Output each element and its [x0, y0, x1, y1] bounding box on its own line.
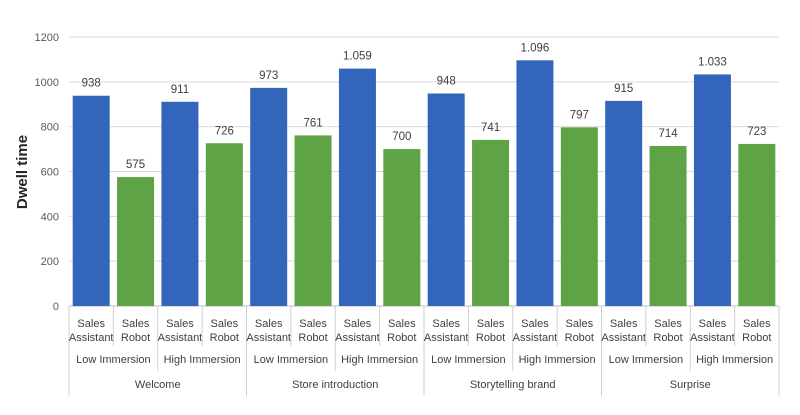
data-label: 973 [259, 70, 278, 82]
agent-label: Sales [432, 318, 460, 330]
agent-label: Assistant [69, 332, 114, 344]
immersion-label: Low Immersion [431, 354, 506, 366]
agent-label: Sales [166, 318, 194, 330]
data-label: 726 [215, 125, 234, 137]
bar-sales-assistant [338, 68, 376, 306]
bar-sales-robot [649, 145, 687, 306]
immersion-label: High Immersion [696, 354, 773, 366]
agent-label: Robot [565, 332, 594, 344]
data-label: 575 [126, 159, 145, 171]
y-axis-label: Dwell time [14, 135, 31, 209]
bar-sales-robot [472, 139, 510, 306]
agent-label: Sales [344, 318, 372, 330]
agent-label: Robot [476, 332, 505, 344]
bar-sales-robot [117, 177, 155, 306]
agent-label: Sales [743, 318, 771, 330]
bar-sales-robot [383, 149, 421, 306]
data-label: 1.033 [698, 56, 727, 68]
agent-label: Robot [210, 332, 239, 344]
y-tick-label: 600 [41, 167, 59, 179]
y-tick-label: 400 [41, 211, 59, 223]
agent-label: Sales [255, 318, 283, 330]
data-label: 797 [570, 109, 589, 121]
bar-sales-robot [294, 135, 332, 306]
scenario-label: Storytelling brand [470, 379, 556, 391]
agent-label: Assistant [335, 332, 380, 344]
agent-label: Assistant [513, 332, 558, 344]
bar-sales-assistant [516, 60, 554, 307]
y-tick-label: 1000 [35, 77, 59, 89]
agent-label: Sales [122, 318, 150, 330]
data-label: 723 [747, 126, 766, 138]
data-labels: 938 575 911 726 973 761 1.059 700 948 741 1.096 797… [82, 42, 767, 171]
data-label: 700 [392, 131, 411, 143]
agent-label: Robot [298, 332, 327, 344]
immersion-label: High Immersion [519, 354, 596, 366]
immersion-label: Low Immersion [254, 354, 329, 366]
agent-label: Sales [699, 318, 727, 330]
scenario-label: Welcome [135, 379, 181, 391]
data-label: 911 [171, 84, 189, 96]
agent-label: Sales [654, 318, 682, 330]
data-label: 948 [437, 75, 456, 87]
immersion-label: Low Immersion [76, 354, 151, 366]
agent-label: Assistant [246, 332, 291, 344]
bar-sales-robot [560, 127, 598, 306]
agent-label: Sales [388, 318, 416, 330]
bar-sales-assistant [605, 100, 643, 306]
bar-sales-assistant [693, 74, 731, 306]
bar-sales-robot [205, 143, 243, 306]
immersion-label: High Immersion [164, 354, 241, 366]
agent-label: Sales [566, 318, 594, 330]
bar-sales-assistant [427, 93, 465, 307]
y-axis-ticks: 0 200 400 600 800 1000 1200 [35, 32, 59, 313]
agent-label: Sales [299, 318, 327, 330]
y-tick-label: 0 [53, 301, 59, 313]
agent-label: Robot [121, 332, 150, 344]
scenario-label: Store introduction [292, 379, 378, 391]
data-label: 915 [614, 83, 633, 95]
agent-label: Assistant [690, 332, 735, 344]
data-label: 938 [82, 78, 101, 90]
immersion-label: High Immersion [341, 354, 418, 366]
y-tick-label: 1200 [35, 32, 59, 44]
agent-label: Sales [521, 318, 549, 330]
data-label: 1.059 [343, 51, 372, 63]
immersion-label: Low Immersion [609, 354, 684, 366]
agent-label: Sales [77, 318, 105, 330]
data-label: 1.096 [521, 42, 550, 54]
agent-label: Robot [742, 332, 771, 344]
agent-label: Assistant [601, 332, 646, 344]
agent-label: Sales [211, 318, 239, 330]
bar-sales-assistant [161, 101, 199, 306]
agent-label: Assistant [158, 332, 203, 344]
agent-label: Robot [387, 332, 416, 344]
bar-sales-assistant [72, 95, 110, 307]
x-axis-categories: Sales Assistant Sales Robot Low Immersion Sal… [68, 306, 780, 396]
agent-label: Sales [610, 318, 638, 330]
scenario-label: Surprise [670, 379, 711, 391]
agent-label: Assistant [424, 332, 469, 344]
data-label: 714 [658, 128, 678, 140]
bars [72, 60, 776, 307]
data-label: 761 [303, 117, 322, 129]
bar-sales-robot [738, 143, 776, 306]
agent-label: Sales [477, 318, 505, 330]
y-tick-label: 800 [41, 122, 59, 134]
data-label: 741 [481, 122, 500, 134]
bar-sales-assistant [250, 87, 288, 306]
agent-label: Robot [653, 332, 682, 344]
y-tick-label: 200 [41, 256, 59, 268]
